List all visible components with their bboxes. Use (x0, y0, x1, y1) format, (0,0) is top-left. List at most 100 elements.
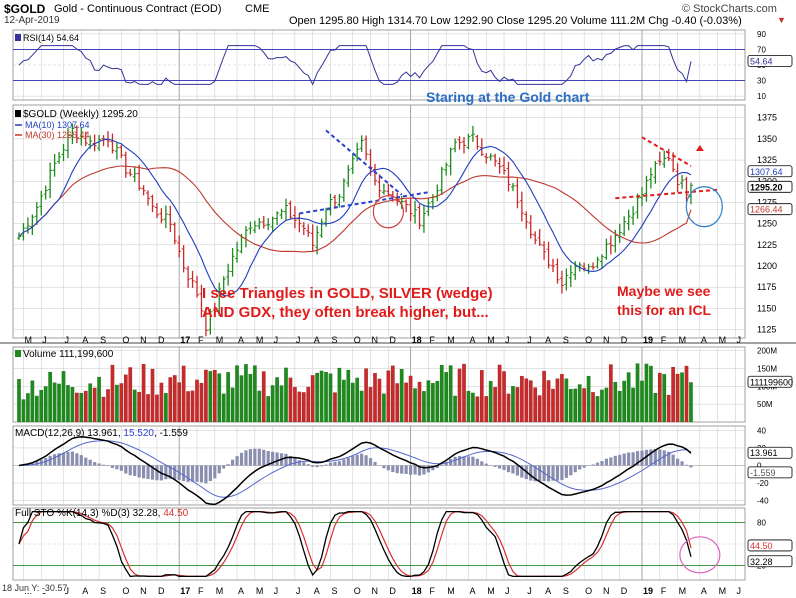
macd-histogram-bar (538, 465, 542, 482)
macd-histogram-bar (644, 449, 649, 466)
macd-histogram-bar (53, 454, 57, 466)
macd-histogram-bar (529, 465, 533, 481)
y-axis-labels: 1125115011751200122512501275130013251350… (757, 30, 777, 571)
macd-histogram-bar (262, 449, 266, 466)
x-tick-label-price: F (661, 335, 667, 345)
macd-histogram-bar (128, 465, 132, 476)
chart-title-annotation: Staring at the Gold chart (426, 89, 590, 105)
stochastic-legend-part: Full STO %K(14,3) %D(3) 32.28, (15, 508, 163, 519)
macd-histogram-bar (600, 460, 604, 466)
macd-histogram-bar (404, 465, 408, 474)
volume-bar (542, 370, 547, 423)
rsi-legend-label: RSI(14) 54.64 (23, 33, 79, 43)
macd-histogram-bar (400, 465, 404, 474)
volume-bar (230, 387, 235, 423)
macd-histogram-bar (426, 465, 430, 473)
volume-bar (399, 368, 404, 423)
price-tick-label: 1250 (757, 219, 777, 229)
macd-histogram-bar (288, 455, 293, 466)
macd-tick-label: -40 (757, 497, 769, 506)
x-tick-label-bottom: J (296, 586, 301, 596)
ma30-line (18, 165, 692, 253)
stochastic-legend-part: 44.50 (163, 508, 188, 519)
volume-bar (248, 373, 253, 423)
breakout-circle (372, 195, 404, 229)
rsi-legend-swatch (15, 34, 21, 41)
x-tick-label-price: 19 (643, 335, 653, 345)
volume-bar (43, 386, 48, 423)
volume-bar (421, 391, 426, 423)
volume-bar (163, 392, 168, 423)
volume-bar (600, 389, 604, 423)
macd-histogram-bar (320, 465, 324, 467)
volume-bar (524, 378, 529, 423)
x-tick-label-bottom: A (469, 586, 475, 596)
ma30-legend-label: MA(30) 1266.44 (25, 130, 90, 140)
x-tick-label-bottom: O (354, 586, 361, 596)
volume-bar (195, 379, 199, 423)
x-tick-label-price: M (216, 335, 224, 345)
volume-tick-label: 200M (757, 347, 777, 356)
macd-histogram-bar (248, 449, 252, 466)
value-tag (747, 466, 793, 479)
volume-bar (346, 369, 351, 423)
x-tick-label-price: A (314, 335, 320, 345)
macd-histogram-bar (635, 451, 640, 466)
volume-bar (106, 389, 110, 423)
x-tick-label-bottom: J (527, 586, 532, 596)
volume-bar (373, 372, 377, 423)
volume-bar (341, 379, 346, 423)
macd-histogram-bar (653, 448, 657, 466)
volume-bar (319, 370, 324, 423)
macd-histogram-bar (515, 465, 519, 476)
macd-histogram-bar (315, 465, 319, 468)
macd-histogram-bar (119, 465, 123, 471)
volume-bar (604, 387, 609, 423)
volume-bar (497, 364, 502, 423)
macd-histogram-bar (173, 465, 177, 480)
macd-histogram-bar (618, 454, 622, 466)
value-tag (747, 555, 793, 568)
x-tick-label-price: M (24, 335, 32, 345)
volume-bar (217, 373, 222, 423)
macd-histogram-bar (239, 452, 244, 466)
volume-bar (150, 368, 155, 423)
macd-histogram-bar (466, 456, 471, 466)
volume-bar (435, 380, 440, 423)
instrument-name: Gold - Continuous Contract (EOD) (54, 3, 222, 15)
x-tick-label-price: J (505, 335, 510, 345)
x-tick-label-price: A (545, 335, 551, 345)
macd-histogram-bar (569, 465, 573, 476)
macd-histogram-bar (137, 465, 141, 478)
macd-histogram-bar (302, 462, 306, 466)
value-tag-label: 13.961 (750, 448, 778, 458)
price-tick-label: 1350 (757, 134, 777, 144)
x-tick-label-price: M (679, 335, 687, 345)
macd-histogram-bar (640, 450, 644, 466)
volume-bar (462, 363, 466, 423)
macd-histogram-bar (373, 461, 377, 466)
x-tick-label-price: J (42, 335, 47, 345)
volume-bar (617, 390, 622, 423)
x-axis-labels: MMJJJJAASSOONNDD1717FFMMAAMMJJJJAASSOONN… (24, 335, 741, 596)
volume-bar (564, 378, 569, 423)
x-tick-label-bottom: F (429, 586, 435, 596)
macd-histogram-bar (471, 456, 475, 466)
volume-legend-label: Volume 111,199,600 (23, 349, 114, 360)
volume-bar (137, 391, 142, 423)
volume-bar (141, 363, 146, 423)
x-tick-label-bottom: M (719, 586, 727, 596)
volume-bar (83, 390, 88, 423)
macd-histogram-bar (79, 455, 83, 466)
macd-histogram-bar (70, 451, 74, 466)
volume-bar (470, 392, 475, 423)
volume-bar (631, 387, 636, 423)
macd-histogram-bar (337, 461, 341, 466)
macd-histogram-bar (275, 452, 279, 466)
x-tick-label-bottom: D (389, 586, 396, 596)
volume-bar (555, 378, 560, 423)
macd-histogram-bar (506, 465, 511, 473)
macd-histogram-bar (435, 465, 439, 469)
macd-legend-part: 15.520 (123, 428, 154, 439)
x-tick-label-price: J (527, 335, 532, 345)
